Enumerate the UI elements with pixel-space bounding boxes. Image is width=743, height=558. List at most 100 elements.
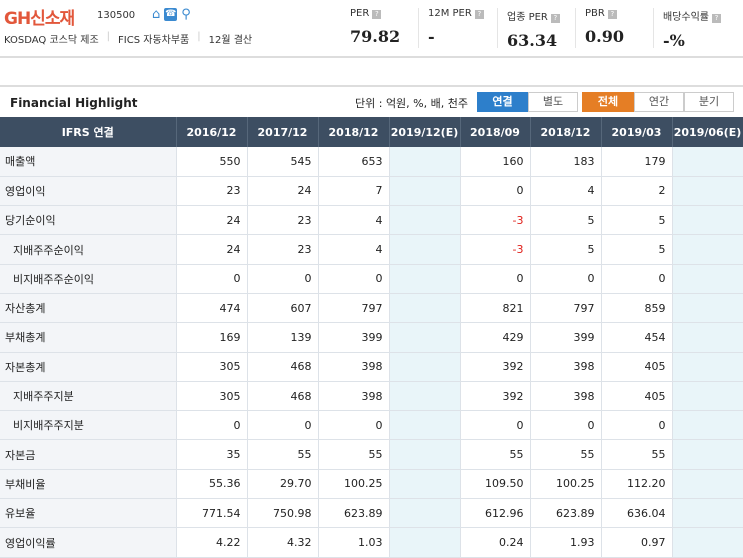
industry-tag: FICS 자동차부품 <box>118 35 190 46</box>
row-label[interactable]: 부채비율 <box>0 469 177 500</box>
help-icon[interactable]: ? <box>712 14 721 23</box>
table-cell <box>389 322 461 353</box>
column-header: 2018/12 <box>318 117 390 147</box>
all-button[interactable]: 전체 <box>582 92 634 112</box>
table-row: 지배주주순이익 24 23 4 -3 5 5 <box>0 234 743 265</box>
row-label[interactable]: 비지배주주지분 <box>0 410 177 441</box>
home-icon[interactable]: ⌂ <box>152 7 161 22</box>
table-cell: 1.93 <box>530 527 602 558</box>
table-cell <box>389 264 461 294</box>
table-cell: 0 <box>460 176 531 207</box>
table-cell: 24 <box>247 176 319 207</box>
table-cell: 468 <box>247 381 319 412</box>
location-icon[interactable]: ⚲ <box>181 7 191 22</box>
row-label[interactable]: 당기순이익 <box>0 205 177 236</box>
table-row: 부채비율 55.36 29.70 100.25 109.50 100.25 112.20 <box>0 469 743 500</box>
table-cell: 35 <box>176 439 248 470</box>
stock-code: 130500 <box>97 10 136 21</box>
table-cell: -3 <box>460 234 531 265</box>
table-cell <box>389 147 461 177</box>
table-cell <box>672 322 743 353</box>
table-cell: 55 <box>247 439 319 470</box>
table-cell: 399 <box>530 322 602 353</box>
table-cell <box>672 352 743 382</box>
table-cell: 305 <box>176 352 248 382</box>
table-cell: 405 <box>601 381 673 412</box>
table-cell: 55 <box>530 439 602 470</box>
row-label[interactable]: 지배주주지분 <box>0 381 177 412</box>
table-cell <box>389 439 461 470</box>
table-cell: 468 <box>247 352 319 382</box>
table-cell: 179 <box>601 147 673 177</box>
table-cell: 859 <box>601 293 673 324</box>
table-cell: 398 <box>318 352 390 382</box>
help-icon[interactable]: ? <box>550 14 560 23</box>
annual-button[interactable]: 연간 <box>634 92 684 112</box>
table-cell: 0 <box>176 410 248 441</box>
table-row: 자본금 35 55 55 55 55 55 <box>0 439 743 470</box>
table-cell: 0.97 <box>601 527 673 558</box>
table-cell: 100.25 <box>318 469 390 500</box>
table-cell <box>672 498 743 529</box>
fiscal-tag: 12월 결산 <box>208 35 253 46</box>
table-cell: 0 <box>176 264 248 294</box>
metric-dividend-yield: 배당수익률? -% <box>663 8 721 50</box>
row-label[interactable]: 매출액 <box>0 147 177 177</box>
help-icon[interactable]: ? <box>372 10 382 19</box>
table-cell: 5 <box>530 234 602 265</box>
row-label[interactable]: 자산총계 <box>0 293 177 324</box>
table-cell: 5 <box>601 205 673 236</box>
column-header: 2017/12 <box>247 117 319 147</box>
row-label[interactable]: 비지배주주순이익 <box>0 264 177 294</box>
row-label[interactable]: 영업이익률 <box>0 527 177 558</box>
table-cell <box>672 264 743 294</box>
table-row: 영업이익 23 24 7 0 4 2 <box>0 176 743 207</box>
phone-icon[interactable]: ☎ <box>164 8 178 21</box>
row-label[interactable]: 영업이익 <box>0 176 177 207</box>
separate-button[interactable]: 별도 <box>528 92 578 112</box>
table-cell: 29.70 <box>247 469 319 500</box>
table-row: 부채총계 169 139 399 429 399 454 <box>0 322 743 353</box>
row-label[interactable]: 지배주주순이익 <box>0 234 177 265</box>
table-row: 영업이익률 4.22 4.32 1.03 0.24 1.93 0.97 <box>0 527 743 558</box>
help-icon[interactable]: ? <box>474 10 484 19</box>
table-cell <box>389 352 461 382</box>
row-label[interactable]: 자본총계 <box>0 352 177 382</box>
table-cell <box>672 205 743 236</box>
table-cell: 550 <box>176 147 248 177</box>
table-cell: 545 <box>247 147 319 177</box>
column-header: 2016/12 <box>176 117 248 147</box>
company-name: GH신소재 <box>4 9 75 29</box>
table-cell <box>672 527 743 558</box>
table-cell: 0 <box>247 410 319 441</box>
help-icon[interactable]: ? <box>607 10 617 19</box>
quarterly-button[interactable]: 분기 <box>684 92 734 112</box>
table-cell: 112.20 <box>601 469 673 500</box>
table-row: 비지배주주지분 0 0 0 0 0 0 <box>0 410 743 441</box>
table-cell: 0.24 <box>460 527 531 558</box>
row-label[interactable]: 유보율 <box>0 498 177 529</box>
table-cell: 100.25 <box>530 469 602 500</box>
table-cell: 139 <box>247 322 319 353</box>
table-cell: 623.89 <box>530 498 602 529</box>
table-cell: 23 <box>176 176 248 207</box>
table-cell: 399 <box>318 322 390 353</box>
table-cell: 55 <box>460 439 531 470</box>
table-cell: 183 <box>530 147 602 177</box>
table-row: 매출액 550 545 653 160 183 179 <box>0 147 743 177</box>
table-cell: 405 <box>601 352 673 382</box>
consolidated-button[interactable]: 연결 <box>477 92 528 112</box>
table-row: 자본총계 305 468 398 392 398 405 <box>0 352 743 382</box>
row-label[interactable]: 부채총계 <box>0 322 177 353</box>
table-cell <box>389 469 461 500</box>
table-cell: 5 <box>530 205 602 236</box>
row-label[interactable]: 자본금 <box>0 439 177 470</box>
table-cell <box>672 469 743 500</box>
financial-table: IFRS 연결 2016/12 2017/12 2018/12 2019/12(E) 20… <box>0 117 743 558</box>
table-cell <box>389 176 461 207</box>
table-cell: 55 <box>601 439 673 470</box>
table-cell: 0 <box>530 410 602 441</box>
unit-label: 단위 : 억원, %, 배, 천주 <box>355 97 468 110</box>
table-cell: 429 <box>460 322 531 353</box>
metric-industry-per: 업종 PER? 63.34 <box>507 8 560 50</box>
